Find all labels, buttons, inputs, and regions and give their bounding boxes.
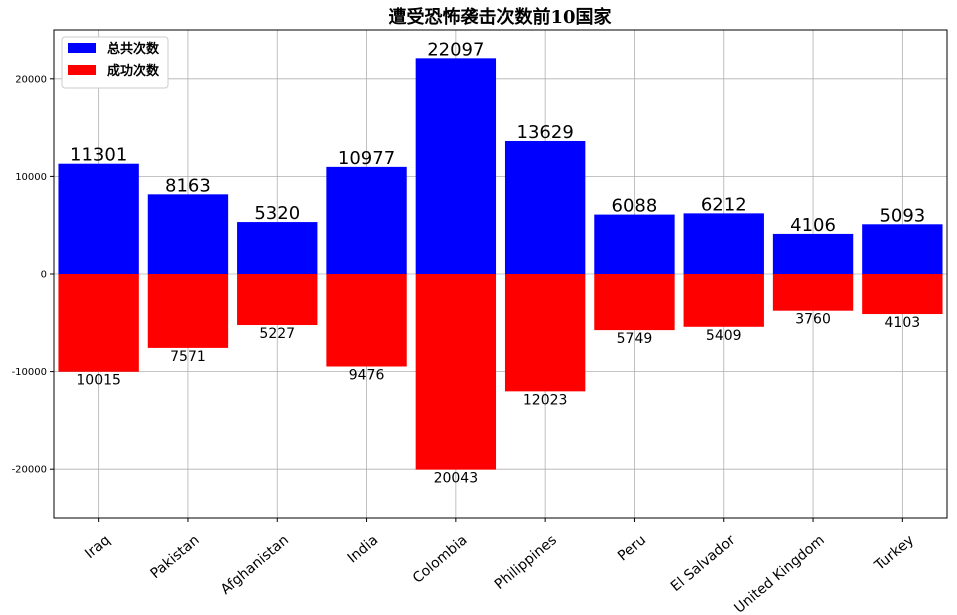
bar-success [415, 274, 497, 470]
data-label-total: 5093 [879, 205, 925, 226]
bar-total [147, 194, 229, 274]
data-label-success: 7571 [170, 349, 206, 365]
data-label-total: 22097 [427, 39, 484, 60]
bar-total [862, 224, 943, 274]
bar-success [58, 274, 139, 372]
bar-success [772, 274, 854, 311]
y-tick-label: 20000 [15, 74, 47, 85]
data-label-total: 11301 [70, 145, 127, 166]
bar-total [594, 214, 675, 274]
x-tick-label: Colombia [410, 532, 471, 587]
data-label-total: 10977 [338, 148, 395, 169]
y-tick-label: 0 [41, 270, 47, 281]
bars [58, 58, 943, 470]
bar-success [326, 274, 407, 367]
data-labels: 11301 10015 8163 7571 5320 5227 10977 9476 22097… [70, 39, 925, 486]
x-tick-label: Turkey [871, 532, 917, 574]
legend: 总共次数 成功次数 [61, 36, 169, 89]
plot-frame [53, 29, 948, 519]
legend-swatch-total [68, 43, 96, 53]
bar-success [862, 274, 943, 315]
data-label-total: 6088 [612, 196, 658, 217]
bar-total [683, 213, 764, 274]
x-tick-label: Peru [615, 532, 649, 564]
data-label-success: 5409 [706, 328, 742, 344]
bar-success [594, 274, 675, 331]
data-label-success: 5749 [617, 331, 653, 347]
x-tick-label: Iraq [82, 532, 113, 562]
data-label-success: 9476 [349, 367, 385, 383]
bar-success [683, 274, 764, 327]
bar-success [147, 274, 229, 348]
legend-swatch-success [68, 65, 96, 75]
x-tick-label: United Kingdom [731, 532, 827, 615]
data-label-total: 13629 [517, 122, 574, 143]
bar-total [772, 233, 854, 274]
data-label-total: 5320 [254, 203, 300, 224]
legend-label-total: 总共次数 [107, 41, 160, 57]
x-tick-label: India [345, 532, 382, 566]
bar-success [504, 274, 586, 392]
bar-success [237, 274, 318, 326]
data-label-total: 6212 [701, 194, 747, 215]
x-tick-label: Philippines [492, 532, 560, 593]
chart-title: 遭受恐怖袭击次数前10国家 [388, 6, 612, 28]
y-axis: -20000 -10000 0 10000 20000 [12, 74, 54, 476]
bar-total [326, 166, 407, 274]
data-label-success: 10015 [76, 373, 121, 389]
x-tick-label: Afghanistan [218, 532, 292, 598]
data-label-total: 8163 [165, 175, 211, 196]
x-axis: Iraq Pakistan Afghanistan India Colombia Phil… [82, 518, 917, 615]
data-label-success: 4103 [885, 315, 921, 331]
y-tick-label: -10000 [12, 367, 47, 378]
data-label-success: 5227 [259, 326, 295, 342]
data-label-success: 12023 [523, 392, 568, 408]
data-label-total: 4106 [790, 215, 836, 236]
y-tick-label: 10000 [15, 172, 47, 183]
bar-total [415, 58, 497, 274]
y-tick-label: -20000 [12, 465, 47, 476]
bar-total [237, 222, 318, 274]
x-tick-label: Pakistan [147, 532, 202, 582]
x-tick-label: El Salvador [668, 532, 739, 595]
bar-total [58, 163, 139, 274]
legend-label-success: 成功次数 [107, 63, 160, 79]
data-label-success: 3760 [795, 312, 831, 328]
data-label-success: 20043 [434, 471, 479, 487]
bar-total [504, 140, 586, 274]
